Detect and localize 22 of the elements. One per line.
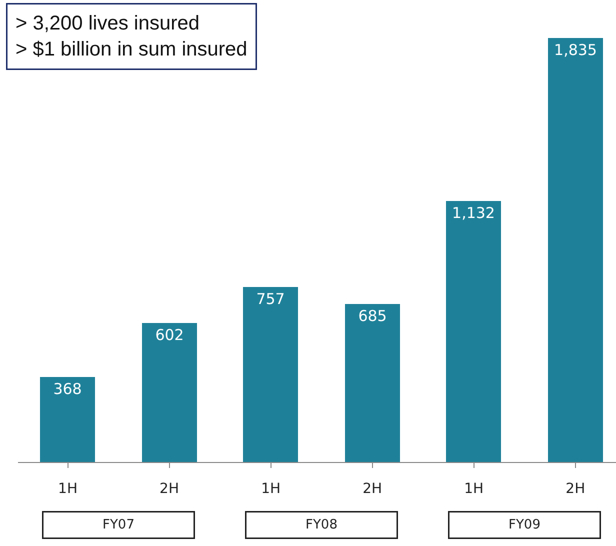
text: FY09 bbox=[508, 518, 540, 532]
x-tick-label: 1H bbox=[58, 480, 78, 497]
data-label: 757 bbox=[256, 290, 285, 308]
data-label: 1,132 bbox=[452, 204, 495, 222]
bar bbox=[40, 377, 95, 462]
data-label: 1,835 bbox=[554, 41, 597, 59]
bar bbox=[548, 38, 603, 462]
annotation: > 3,200 lives insured > $1 billion in sum insured bbox=[16, 12, 248, 60]
text: FY07 bbox=[102, 518, 134, 532]
bar bbox=[446, 201, 501, 462]
data-label: 602 bbox=[155, 326, 184, 344]
x-tick-label: 2H bbox=[566, 480, 586, 497]
bar bbox=[142, 323, 197, 462]
data-label: 368 bbox=[53, 380, 82, 398]
bar bbox=[345, 304, 400, 462]
x-tick-label: 1H bbox=[464, 480, 484, 497]
x-tick-label: 1H bbox=[261, 480, 281, 497]
data-label: 685 bbox=[358, 307, 387, 325]
x-tick-label: 2H bbox=[160, 480, 179, 497]
text: FY08 bbox=[306, 518, 338, 532]
bar bbox=[243, 287, 298, 462]
x-tick-label: 2H bbox=[362, 480, 382, 497]
